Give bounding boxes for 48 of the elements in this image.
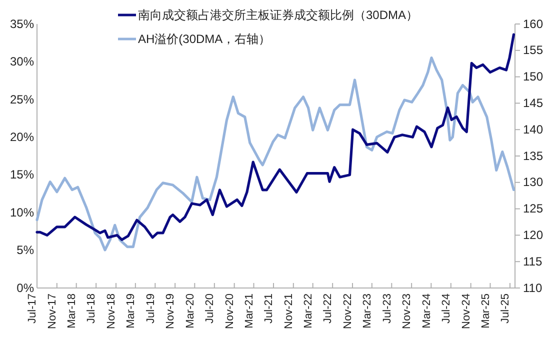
x-tick-label: Mar-23: [362, 294, 374, 328]
y2-tick-label: 130: [523, 175, 544, 190]
x-tick-label: Nov-18: [106, 294, 118, 329]
x-tick-label: Jul-18: [86, 294, 98, 324]
y-tick-label: 15%: [10, 168, 34, 182]
y2-tick-label: 140: [523, 122, 544, 136]
x-tick-label: Nov-19: [164, 294, 177, 329]
y2-tick-label: 160: [523, 16, 544, 31]
x-tick-label: Nov-17: [46, 294, 59, 329]
line-series: [36, 56, 516, 252]
y-tick-label: 35%: [10, 16, 34, 31]
line-series: [36, 33, 516, 242]
x-tick-label: Nov-23: [401, 294, 414, 329]
y-tick-label: 10%: [10, 205, 34, 220]
x-tick-label: Jul-23: [381, 294, 394, 324]
y2-tick-label: 155: [523, 43, 544, 58]
y2-tick-label: 135: [523, 148, 544, 163]
x-tick-label: Jul-17: [26, 294, 39, 324]
y-tick-label: 25%: [10, 92, 34, 106]
x-tick-label: Jul-24: [440, 294, 452, 324]
x-tick-label: Nov-24: [460, 294, 472, 329]
y2-tick-label: 110: [523, 280, 542, 295]
x-tick-label: Nov-20: [224, 294, 236, 329]
x-tick-label: Jul-22: [322, 294, 334, 324]
x-tick-label: Mar-18: [66, 294, 78, 328]
y2-tick-label: 120: [523, 228, 544, 242]
y-tick-label: 20%: [10, 130, 34, 144]
y2-tick-label: 150: [523, 70, 544, 84]
x-tick-label: Jul-25: [500, 294, 512, 324]
legend-label: 南向成交额占港交所主板证券成交额比例（30DMA）: [138, 8, 418, 22]
x-tick-label: Mar-20: [184, 294, 196, 328]
y-tick-label: 0%: [16, 280, 34, 295]
x-tick-label: Nov-21: [283, 294, 295, 329]
x-tick-label: Nov-22: [342, 294, 354, 329]
y-tick-label: 30%: [10, 54, 34, 69]
y-tick-label: 5%: [16, 243, 34, 258]
y2-tick-label: 115: [523, 254, 542, 268]
x-tick-label: Jul-20: [204, 294, 216, 324]
x-tick-label: Mar-19: [125, 294, 138, 328]
legend-label: AH溢价(30DMA，右轴）: [138, 32, 271, 46]
x-tick-label: Mar-21: [243, 294, 256, 328]
x-tick-label: Mar-24: [420, 294, 433, 328]
x-tick-label: Mar-25: [480, 294, 492, 328]
x-tick-label: Jul-19: [144, 294, 157, 324]
x-tick-label: Jul-21: [263, 294, 276, 324]
y2-tick-label: 145: [523, 96, 544, 110]
y2-tick-label: 125: [523, 202, 544, 216]
x-tick-label: Mar-22: [302, 294, 314, 328]
